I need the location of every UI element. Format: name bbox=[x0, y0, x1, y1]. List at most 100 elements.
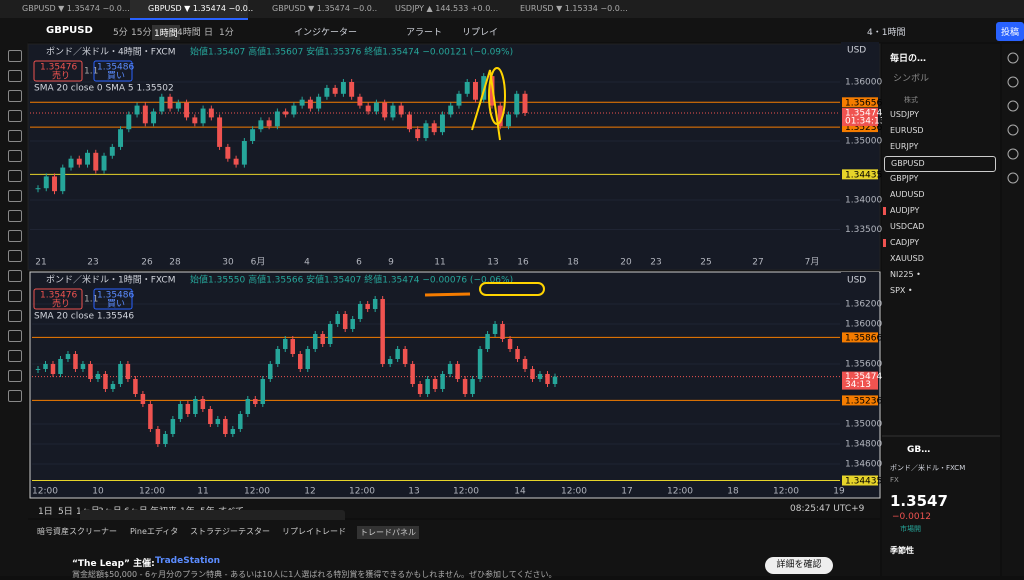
sidebar-icon[interactable] bbox=[1007, 172, 1019, 184]
alert[interactable]: アラート bbox=[406, 28, 443, 38]
watchlist-row[interactable]: EURUSD bbox=[890, 126, 924, 135]
watchlist-row[interactable]: CADJPY bbox=[890, 238, 920, 247]
level-label: 1.35236 bbox=[845, 123, 882, 133]
interval[interactable]: 日 bbox=[204, 28, 214, 38]
tool-icon[interactable] bbox=[8, 310, 22, 322]
sidebar-icons bbox=[1002, 44, 1024, 576]
replay[interactable]: リプレイ bbox=[462, 28, 499, 38]
tab[interactable] bbox=[4, 0, 122, 18]
tool-icon[interactable] bbox=[8, 50, 22, 62]
watchlist-row[interactable]: GBPJPY bbox=[890, 174, 919, 183]
tool-icon[interactable] bbox=[8, 270, 22, 282]
x-tick-label: 12:00 bbox=[244, 487, 270, 497]
candle bbox=[274, 111, 280, 127]
candle bbox=[537, 374, 543, 379]
candle bbox=[118, 129, 124, 147]
watchlist-row[interactable]: AUDUSD bbox=[890, 190, 925, 199]
tab[interactable] bbox=[254, 0, 372, 18]
bottom-tab[interactable]: 暗号資産スクリーナー bbox=[37, 527, 117, 536]
tab-label: GBPUSD ▼ 1.35474 −0.0… bbox=[272, 4, 380, 13]
spread: 1.1 bbox=[84, 295, 98, 305]
buy-box[interactable] bbox=[93, 288, 133, 310]
x-tick-label: 11 bbox=[434, 258, 445, 268]
bottom-tab[interactable]: トレードパネル bbox=[357, 526, 419, 539]
interval[interactable]: 5分 bbox=[113, 28, 128, 38]
interval[interactable]: 15分 bbox=[131, 28, 152, 38]
candle bbox=[500, 324, 505, 339]
interval[interactable]: 1時間 bbox=[152, 25, 180, 40]
indicators[interactable]: インジケーター bbox=[294, 28, 358, 38]
publish[interactable]: 投稿 bbox=[996, 22, 1024, 41]
candle bbox=[462, 379, 468, 394]
layout[interactable]: 4・1時間 bbox=[867, 28, 906, 38]
tab[interactable] bbox=[502, 0, 620, 18]
candle bbox=[225, 146, 231, 159]
candle bbox=[312, 334, 318, 349]
tool-icon[interactable] bbox=[8, 250, 22, 262]
candle bbox=[95, 374, 101, 379]
range[interactable]: 1日 bbox=[38, 507, 53, 517]
bottom-tab[interactable]: リプレイトレード bbox=[282, 527, 346, 536]
last-label-bg bbox=[842, 371, 878, 390]
tool-icon[interactable] bbox=[8, 330, 22, 342]
tool-icon[interactable] bbox=[8, 230, 22, 242]
sidebar-icon[interactable] bbox=[1007, 100, 1019, 112]
candle bbox=[349, 82, 355, 97]
y-tick-label: 1.35000 bbox=[845, 420, 882, 430]
candle bbox=[297, 354, 303, 369]
detail-market: FX bbox=[890, 476, 899, 484]
watchlist-title[interactable]: 毎日の… bbox=[890, 54, 927, 64]
tool-icon[interactable] bbox=[8, 350, 22, 362]
axis-bg bbox=[841, 42, 879, 52]
bottom-panel bbox=[28, 520, 880, 576]
x-tick-label: 27 bbox=[752, 258, 763, 268]
tool-icon[interactable] bbox=[8, 190, 22, 202]
watchlist-row[interactable]: XAUUSD bbox=[890, 254, 924, 263]
watchlist-row[interactable]: SPX • bbox=[890, 286, 913, 295]
tool-icon[interactable] bbox=[8, 390, 22, 402]
interval[interactable]: 1分 bbox=[219, 28, 234, 38]
sell-box[interactable] bbox=[33, 288, 83, 310]
candle bbox=[163, 434, 168, 444]
watchlist-row[interactable]: USDJPY bbox=[890, 110, 919, 119]
candle bbox=[142, 105, 148, 124]
tool-icon[interactable] bbox=[8, 130, 22, 142]
tool-icon[interactable] bbox=[8, 150, 22, 162]
x-tick-label: 12:00 bbox=[139, 487, 165, 497]
bottom-tab[interactable]: ストラテジーテスター bbox=[190, 527, 270, 536]
watchlist-row[interactable]: AUDJPY bbox=[890, 206, 920, 215]
tab[interactable] bbox=[377, 0, 495, 18]
level-label: 1.34435 bbox=[845, 477, 882, 487]
sidebar-icon[interactable] bbox=[1007, 52, 1019, 64]
tool-icon[interactable] bbox=[8, 290, 22, 302]
x-tick-label: 13 bbox=[487, 258, 498, 268]
tool-icon[interactable] bbox=[8, 90, 22, 102]
detail-symbol: GB… bbox=[907, 445, 931, 455]
watchlist-row[interactable]: EURJPY bbox=[890, 142, 919, 151]
watchlist-row[interactable]: USDCAD bbox=[890, 222, 925, 231]
tool-icon[interactable] bbox=[8, 210, 22, 222]
tool-icon[interactable] bbox=[8, 70, 22, 82]
sell-box[interactable] bbox=[33, 60, 83, 82]
candle bbox=[238, 414, 243, 429]
range[interactable]: 5日 bbox=[58, 507, 73, 517]
sidebar-icon[interactable] bbox=[1007, 148, 1019, 160]
sidebar-icon[interactable] bbox=[1007, 124, 1019, 136]
interval[interactable]: 4時間 bbox=[177, 28, 201, 38]
watchlist-row[interactable]: GBPUSD bbox=[884, 156, 996, 172]
candle bbox=[175, 102, 181, 109]
symbol[interactable]: GBPUSD bbox=[46, 25, 93, 36]
sidebar-icon[interactable] bbox=[1007, 76, 1019, 88]
candle bbox=[193, 399, 198, 414]
buy-box[interactable] bbox=[93, 60, 133, 82]
watchlist-row[interactable]: NI225 • bbox=[890, 270, 921, 279]
tool-icon[interactable] bbox=[8, 370, 22, 382]
bottom-tab[interactable]: Pineエディタ bbox=[130, 527, 179, 536]
banner-button[interactable]: 詳細を確認 bbox=[765, 557, 833, 574]
candle bbox=[217, 117, 223, 147]
candle bbox=[316, 96, 322, 109]
tab[interactable] bbox=[130, 0, 248, 20]
tool-icon[interactable] bbox=[8, 110, 22, 122]
tool-icon[interactable] bbox=[8, 170, 22, 182]
